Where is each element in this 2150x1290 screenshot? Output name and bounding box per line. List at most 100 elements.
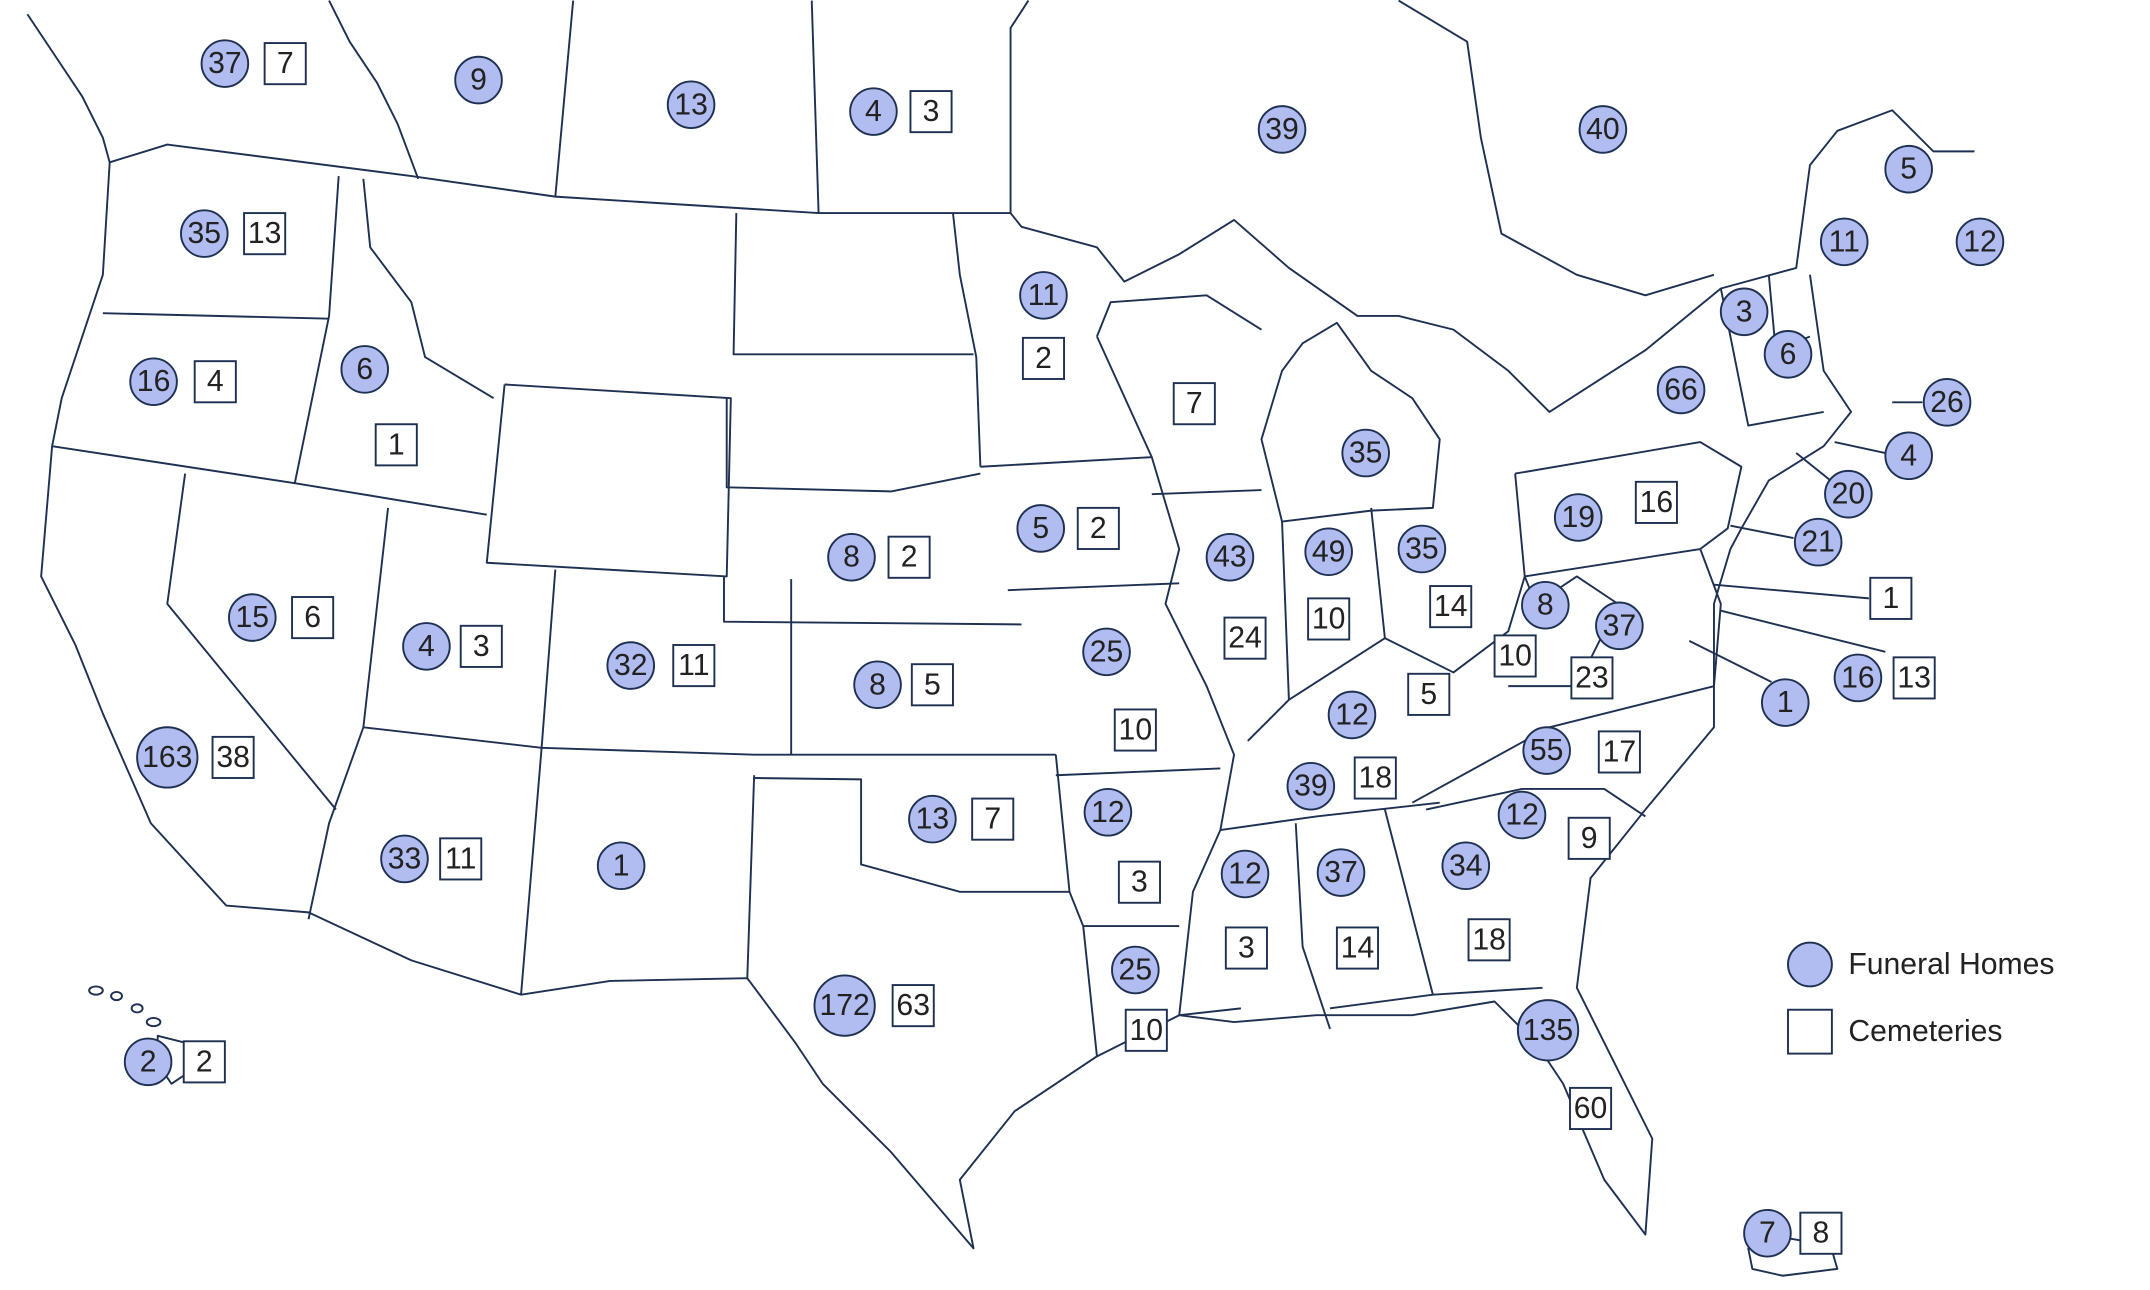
funeral-homes-count: 135 [1523,1014,1573,1047]
cemeteries-count: 38 [216,741,250,774]
border-ky-tn [1220,801,1440,832]
cemeteries-marker [1223,616,1267,660]
cemeteries-marker [1597,730,1641,774]
funeral-homes-marker [908,794,957,844]
cemeteries-count: 10 [1130,1014,1164,1047]
funeral-homes-count: 1 [613,849,630,882]
cemeteries-count: 16 [1640,486,1674,519]
michigan-lower-peninsula [1260,321,1441,523]
funeral-homes-marker [1793,517,1843,567]
funeral-homes-count: 16 [137,365,171,398]
funeral-homes-count: 26 [1930,386,1964,419]
funeral-homes-count: 39 [1294,770,1328,803]
cemeteries-marker [910,663,954,707]
funeral-homes-marker [1760,678,1810,727]
border-wi-mi [1096,294,1262,337]
cemeteries-marker [243,212,287,256]
funeral-homes-count: 12 [1505,799,1539,832]
funeral-homes-marker [1521,580,1570,630]
border-or-ca-nv-id [51,445,487,516]
cemeteries-marker [1429,585,1473,629]
funeral-homes-marker [853,660,902,710]
cemeteries-marker [182,1040,226,1084]
cemeteries-marker [891,984,935,1028]
border-fl-ga [1329,986,1543,1010]
cemeteries-count: 18 [1472,923,1506,956]
funeral-homes-marker [1763,330,1813,379]
cemeteries-marker [374,423,418,467]
funeral-homes-count: 25 [1090,635,1124,668]
funeral-homes-count: 9 [470,64,487,97]
funeral-homes-count: 12 [1228,857,1262,890]
coast-bc [26,13,111,163]
cemeteries-count: 1 [1882,582,1899,615]
border-ne-ks [723,576,1022,626]
border-mn-nd [952,212,982,467]
funeral-homes-count: 32 [614,649,648,682]
cemeteries-count: 14 [1434,590,1468,623]
border-ks-ok [541,746,1056,756]
funeral-homes-marker [1111,945,1160,995]
cemeteries-count: 10 [1312,602,1346,635]
cemeteries-count: 5 [1420,678,1437,711]
border-ia-mo [1007,582,1180,592]
funeral-homes-marker [1819,217,1869,267]
funeral-homes-count: 2 [140,1045,157,1078]
funeral-homes-marker [813,974,876,1037]
funeral-homes-count: 12 [1963,225,1997,258]
funeral-homes-marker [666,80,716,130]
cemeteries-count: 4 [207,365,224,398]
cemeteries-marker [1634,480,1678,524]
border-mn-ia [980,456,1152,468]
funeral-homes-marker [1257,105,1307,154]
funeral-homes-marker [1884,144,1933,194]
funeral-homes-marker [402,622,451,671]
cemeteries-marker [1799,1211,1843,1255]
funeral-homes-count: 5 [1900,153,1917,186]
cemeteries-marker [1117,860,1161,904]
legend-cemeteries-label: Cemeteries [1848,1015,2002,1048]
border-ontario-quebec [1398,0,1715,297]
cemeteries-count: 10 [1498,639,1532,672]
border-wa-id [293,175,340,484]
funeral-homes-count: 35 [1405,533,1439,566]
funeral-homes-marker [1578,105,1628,154]
funeral-homes-count: 8 [843,541,860,574]
funeral-homes-marker [1341,428,1390,478]
cemeteries-count: 3 [473,630,490,663]
funeral-homes-marker [1019,271,1068,320]
us-coastline [40,162,1853,1250]
leader-line [1713,583,1869,600]
border-nv [166,473,337,811]
cemeteries-count: 60 [1574,1092,1608,1125]
cemeteries-count: 3 [1238,932,1255,965]
funeral-homes-count: 163 [142,741,192,774]
funeral-homes-count: 12 [1335,698,1369,731]
border-nc-sc [1425,788,1646,818]
funeral-homes-marker [1516,999,1580,1062]
border-wy [485,383,732,578]
funeral-homes-marker [1220,849,1270,899]
cemeteries-marker [1407,672,1451,716]
legend-cemeteries-swatch [1787,1008,1833,1055]
border-bc-alberta [328,0,420,180]
border-ms-la [1179,1007,1242,1017]
border-ms-al [1294,823,1331,1030]
funeral-homes-marker [1082,627,1131,677]
border-ok-ar [1054,754,1098,1057]
cemeteries-count: 2 [196,1045,213,1078]
cemeteries-count: 63 [896,989,930,1022]
funeral-homes-count: 8 [1537,589,1554,622]
border-sd-ne [725,398,981,493]
border-tx-ok [754,777,1070,893]
funeral-homes-marker [1497,790,1547,840]
funeral-homes-marker [1719,287,1769,337]
cemeteries-count: 7 [277,47,294,80]
funeral-homes-count: 6 [1780,338,1797,371]
funeral-homes-count: 25 [1119,953,1153,986]
cemeteries-marker [887,535,931,579]
border-ut-az [363,726,542,749]
border-in-oh [1370,507,1386,639]
leader-line [1688,640,1772,683]
funeral-homes-marker [180,209,229,258]
